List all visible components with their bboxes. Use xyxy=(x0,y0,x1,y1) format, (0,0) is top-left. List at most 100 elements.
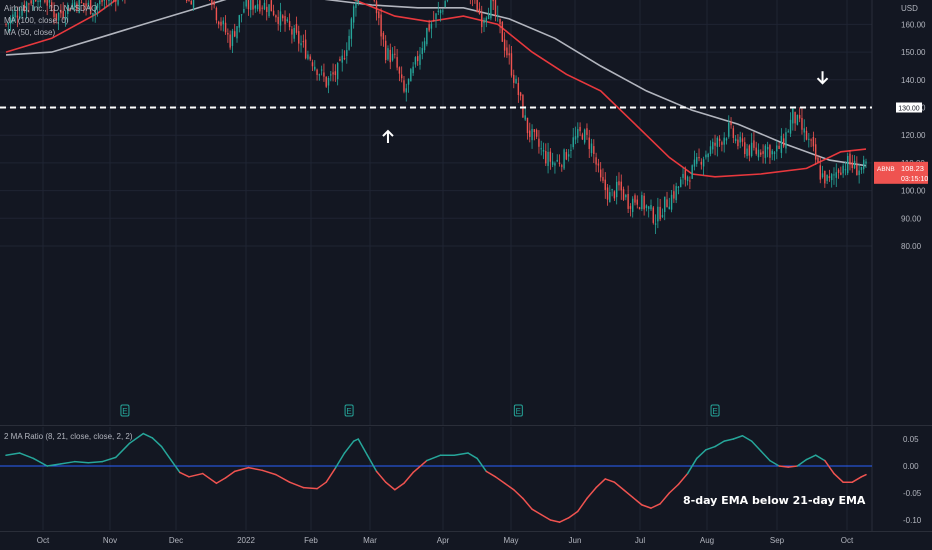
candle-body xyxy=(686,176,689,182)
candle-body xyxy=(375,1,378,14)
candle-body xyxy=(858,170,860,176)
candle-body xyxy=(691,165,693,179)
ratio-segment xyxy=(60,460,76,465)
price-tick-label: 120.00 xyxy=(901,131,926,140)
candle-body xyxy=(675,186,677,201)
candle-body xyxy=(311,62,314,67)
candle-body xyxy=(572,137,574,148)
candle-body xyxy=(94,7,96,15)
candle-body xyxy=(817,157,819,163)
candle-body xyxy=(85,3,87,7)
candle-body xyxy=(522,95,524,118)
ratio-segment xyxy=(567,510,579,519)
earnings-marker-icon xyxy=(120,404,130,417)
ratio-segment xyxy=(769,459,780,467)
price-tick-label: 170.00 xyxy=(901,0,926,2)
ratio-segment xyxy=(179,471,190,478)
candle-body xyxy=(723,137,725,145)
candle-body xyxy=(782,138,785,147)
candle-body xyxy=(721,142,723,145)
candle-body xyxy=(732,128,735,138)
time-tick-label: Nov xyxy=(103,536,117,545)
ratio-segment xyxy=(814,454,826,462)
candle-body xyxy=(69,8,71,12)
candle-body xyxy=(348,35,350,50)
time-axis[interactable]: Oct Nov Dec 2022 Feb Mar Apr May Jun Jul Aug Sep Oct xyxy=(37,536,854,545)
candle-body xyxy=(71,3,74,9)
candle-body xyxy=(32,0,35,5)
ratio-segment xyxy=(494,476,506,485)
candle-body xyxy=(96,4,99,8)
price-axis[interactable]: 80.0090.00100.00110.00120.00130.00140.00… xyxy=(874,0,928,251)
ratio-segment xyxy=(352,438,359,442)
candle-body xyxy=(44,0,46,3)
candle-body xyxy=(247,0,250,10)
earnings-marker-icon xyxy=(513,404,523,417)
candle-body xyxy=(851,162,853,169)
candle-body xyxy=(741,138,744,142)
candle-body xyxy=(190,0,192,5)
candle-body xyxy=(583,129,586,143)
candle-body xyxy=(629,206,632,209)
candle-body xyxy=(481,13,483,28)
ratio-segment xyxy=(714,440,725,448)
candle-body xyxy=(599,169,602,178)
candle-body xyxy=(316,69,318,75)
candle-body xyxy=(298,31,300,44)
candle-body xyxy=(405,88,407,93)
candle-body xyxy=(501,22,504,42)
ma50-legend[interactable]: MA (50, close) xyxy=(4,28,56,37)
price-tick-label: 80.00 xyxy=(901,242,922,251)
price-tick-label: 90.00 xyxy=(901,214,922,223)
candle-body xyxy=(446,0,449,1)
candle-body xyxy=(567,154,570,157)
candle-body xyxy=(7,22,9,25)
ratio-segment xyxy=(426,454,442,462)
candle-body xyxy=(412,66,414,74)
candle-body xyxy=(577,129,579,138)
candle-body xyxy=(766,146,769,150)
ratio-segment xyxy=(288,481,305,489)
ratio-tick-label: -0.10 xyxy=(903,516,922,525)
earnings-marker-label: E xyxy=(346,407,351,416)
ratio-axis[interactable]: 0.05 0.00 -0.05 -0.10 xyxy=(903,435,922,525)
time-tick-label: Aug xyxy=(700,536,714,545)
ratio-segment xyxy=(586,486,597,500)
candle-body xyxy=(682,173,684,178)
candle-body xyxy=(650,204,652,210)
earnings-marker-icon xyxy=(710,404,720,417)
candle-body xyxy=(819,165,821,180)
symbol-title[interactable]: Airbnb, Inc., 1D, NASDAQ xyxy=(4,4,98,13)
candle-body xyxy=(645,205,648,209)
candle-body xyxy=(494,0,497,16)
ratio-segment xyxy=(522,497,533,510)
candle-body xyxy=(323,72,325,77)
candle-body xyxy=(286,19,289,22)
candle-body xyxy=(611,189,613,191)
candle-body xyxy=(288,21,291,28)
candle-body xyxy=(252,0,254,10)
ratio-segment xyxy=(343,440,355,454)
ratio-segment xyxy=(824,459,835,475)
candle-body xyxy=(259,0,261,12)
ma100-legend[interactable]: MA (100, close, 0) xyxy=(4,16,69,25)
candle-body xyxy=(414,57,417,65)
candle-body xyxy=(327,77,330,86)
ratio-segment xyxy=(668,483,680,494)
candle-body xyxy=(634,195,636,203)
time-tick-label: Oct xyxy=(37,536,50,545)
ratio-segment xyxy=(215,477,227,485)
candle-body xyxy=(833,174,835,176)
ratio-legend[interactable]: 2 MA Ratio (8, 21, close, close, 2, 2) xyxy=(4,432,133,441)
candle-body xyxy=(357,0,359,3)
ratio-segment xyxy=(732,435,744,440)
candle-body xyxy=(508,53,510,56)
candle-body xyxy=(423,41,426,51)
candle-body xyxy=(222,20,224,25)
candle-body xyxy=(410,69,412,82)
candle-body xyxy=(64,17,67,20)
ma100-layer xyxy=(5,0,867,167)
currency-label: USD xyxy=(901,4,918,13)
time-tick-label: Feb xyxy=(304,536,318,545)
